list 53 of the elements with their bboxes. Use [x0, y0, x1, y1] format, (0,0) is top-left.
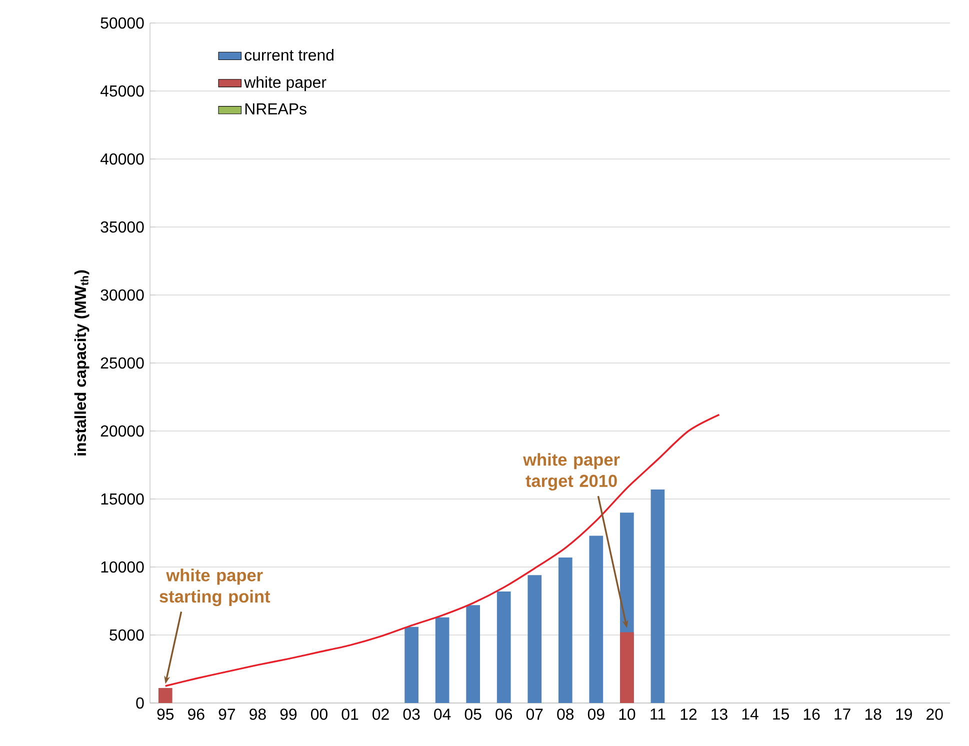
- y-tick-label: 35000: [100, 221, 144, 233]
- x-tick-label: 09: [588, 708, 604, 720]
- annotation: white paper target 2010: [523, 453, 620, 491]
- x-tick-label: 13: [712, 708, 728, 720]
- x-tick-label: 20: [926, 708, 943, 720]
- x-tick-label: 14: [742, 708, 758, 720]
- y-tick-label: 40000: [100, 153, 144, 165]
- annotation: white paper starting point: [160, 568, 270, 606]
- x-tick-label: 05: [464, 708, 482, 720]
- x-tick-label: 10: [619, 708, 636, 720]
- x-tick-label: 00: [310, 708, 328, 720]
- x-tick-label: 97: [218, 708, 235, 720]
- bar: [496, 591, 511, 703]
- y-tick-label: 5000: [110, 629, 144, 641]
- y-tick-label: 15000: [101, 493, 144, 505]
- y-tick-label: 0: [136, 697, 144, 709]
- x-tick-label: 19: [896, 708, 912, 720]
- bar: [558, 557, 572, 703]
- bar: [158, 688, 172, 703]
- x-tick-label: 18: [865, 708, 882, 720]
- y-tick-label: 20000: [100, 425, 144, 437]
- legend-label: current trend: [244, 48, 334, 61]
- x-tick-label: 03: [403, 708, 420, 720]
- bar: [528, 575, 542, 703]
- bar: [404, 626, 418, 703]
- x-tick-label: 12: [680, 708, 697, 720]
- x-tick-label: 96: [188, 708, 204, 720]
- legend-label: white paper: [244, 76, 326, 92]
- bar: [620, 632, 634, 703]
- x-tick-label: 17: [834, 708, 850, 720]
- x-tick-label: 06: [496, 708, 512, 720]
- x-tick-label: 01: [342, 708, 358, 720]
- bar: [589, 536, 604, 703]
- legend-label: NREAPs: [245, 103, 306, 115]
- x-tick-label: 99: [280, 708, 297, 720]
- x-tick-label: 11: [650, 708, 666, 720]
- bar: [466, 605, 480, 703]
- x-tick-label: 98: [250, 708, 266, 720]
- y-tick-label: 50000: [100, 17, 144, 29]
- x-tick-label: 08: [557, 708, 574, 720]
- y-tick-label: 10000: [101, 561, 144, 573]
- y-tick-label: 25000: [100, 357, 144, 369]
- y-tick-label: 30000: [100, 289, 144, 301]
- x-tick-label: 95: [157, 708, 174, 720]
- x-tick-label: 04: [434, 708, 451, 720]
- bar: [650, 489, 665, 703]
- x-tick-label: 07: [526, 708, 543, 720]
- x-tick-label: 16: [804, 708, 820, 720]
- x-tick-label: 02: [372, 708, 389, 720]
- x-tick-label: 15: [773, 708, 789, 720]
- y-axis-title: installed capacity (MW$_{th}$): [74, 270, 90, 456]
- bar: [435, 617, 450, 703]
- y-tick-label: 45000: [100, 85, 144, 97]
